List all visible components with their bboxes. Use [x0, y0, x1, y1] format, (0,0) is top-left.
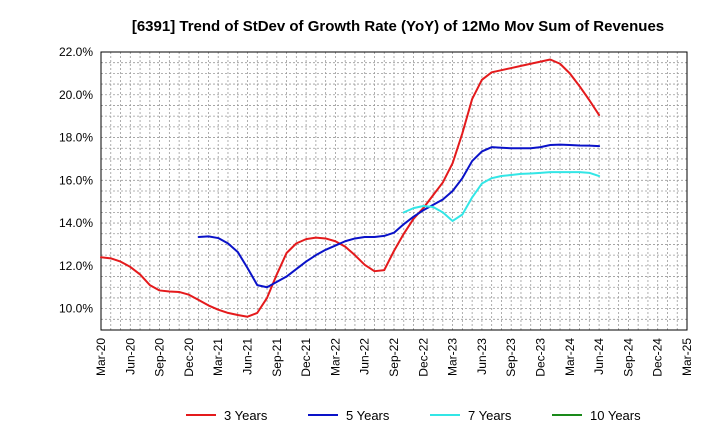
x-tick-label: Mar-22 — [328, 338, 342, 376]
x-tick-label: Dec-22 — [416, 338, 430, 377]
series-layer — [100, 58, 601, 318]
x-tick-label: Dec-21 — [299, 338, 313, 377]
y-tick-label: 16.0% — [59, 173, 93, 187]
legend-label: 10 Years — [590, 408, 641, 423]
y-tick-label: 18.0% — [59, 131, 93, 145]
y-tick-label: 10.0% — [59, 302, 93, 316]
series-line-7-years — [402, 171, 601, 222]
x-tick-label: Mar-20 — [94, 338, 108, 376]
x-tick-label: Mar-23 — [446, 338, 460, 376]
x-tick-label: Dec-24 — [651, 338, 665, 377]
legend-label: 7 Years — [468, 408, 512, 423]
x-tick-label: Sep-23 — [504, 338, 518, 377]
x-tick-label: Jun-22 — [358, 338, 372, 375]
x-tick-label: Jun-20 — [123, 338, 137, 375]
x-tick-label: Sep-20 — [153, 338, 167, 377]
x-tick-label: Dec-20 — [182, 338, 196, 377]
x-tick-label: Sep-21 — [270, 338, 284, 377]
y-tick-label: 22.0% — [59, 45, 93, 59]
x-tick-label: Mar-21 — [211, 338, 225, 376]
axes-layer: 10.0% 12.0% 14.0% 16.0% 18.0% 20.0% 22.0% Mar-2… — [59, 45, 694, 377]
x-tick-label: Jun-21 — [241, 338, 255, 375]
legend-label: 3 Years — [224, 408, 268, 423]
y-tick-label: 12.0% — [59, 259, 93, 273]
x-tick-label: Sep-22 — [387, 338, 401, 377]
x-tick-label: Mar-24 — [563, 338, 577, 376]
x-tick-label: Sep-24 — [621, 338, 635, 377]
x-tick-label: Jun-23 — [475, 338, 489, 375]
x-tick-label: Jun-24 — [592, 338, 606, 375]
y-tick-label: 14.0% — [59, 216, 93, 230]
grid-layer — [100, 51, 688, 331]
series-line-5-years — [197, 143, 601, 289]
chart-title: [6391] Trend of StDev of Growth Rate (Yo… — [132, 18, 664, 35]
y-tick-label: 20.0% — [59, 88, 93, 102]
legend-label: 5 Years — [346, 408, 390, 423]
x-tick-label: Mar-25 — [680, 338, 694, 376]
series-line-3-years — [100, 58, 601, 318]
x-tick-label: Dec-23 — [534, 338, 548, 377]
legend: 3 Years 5 Years 7 Years 10 Years — [186, 408, 641, 423]
plot-border — [100, 51, 688, 331]
